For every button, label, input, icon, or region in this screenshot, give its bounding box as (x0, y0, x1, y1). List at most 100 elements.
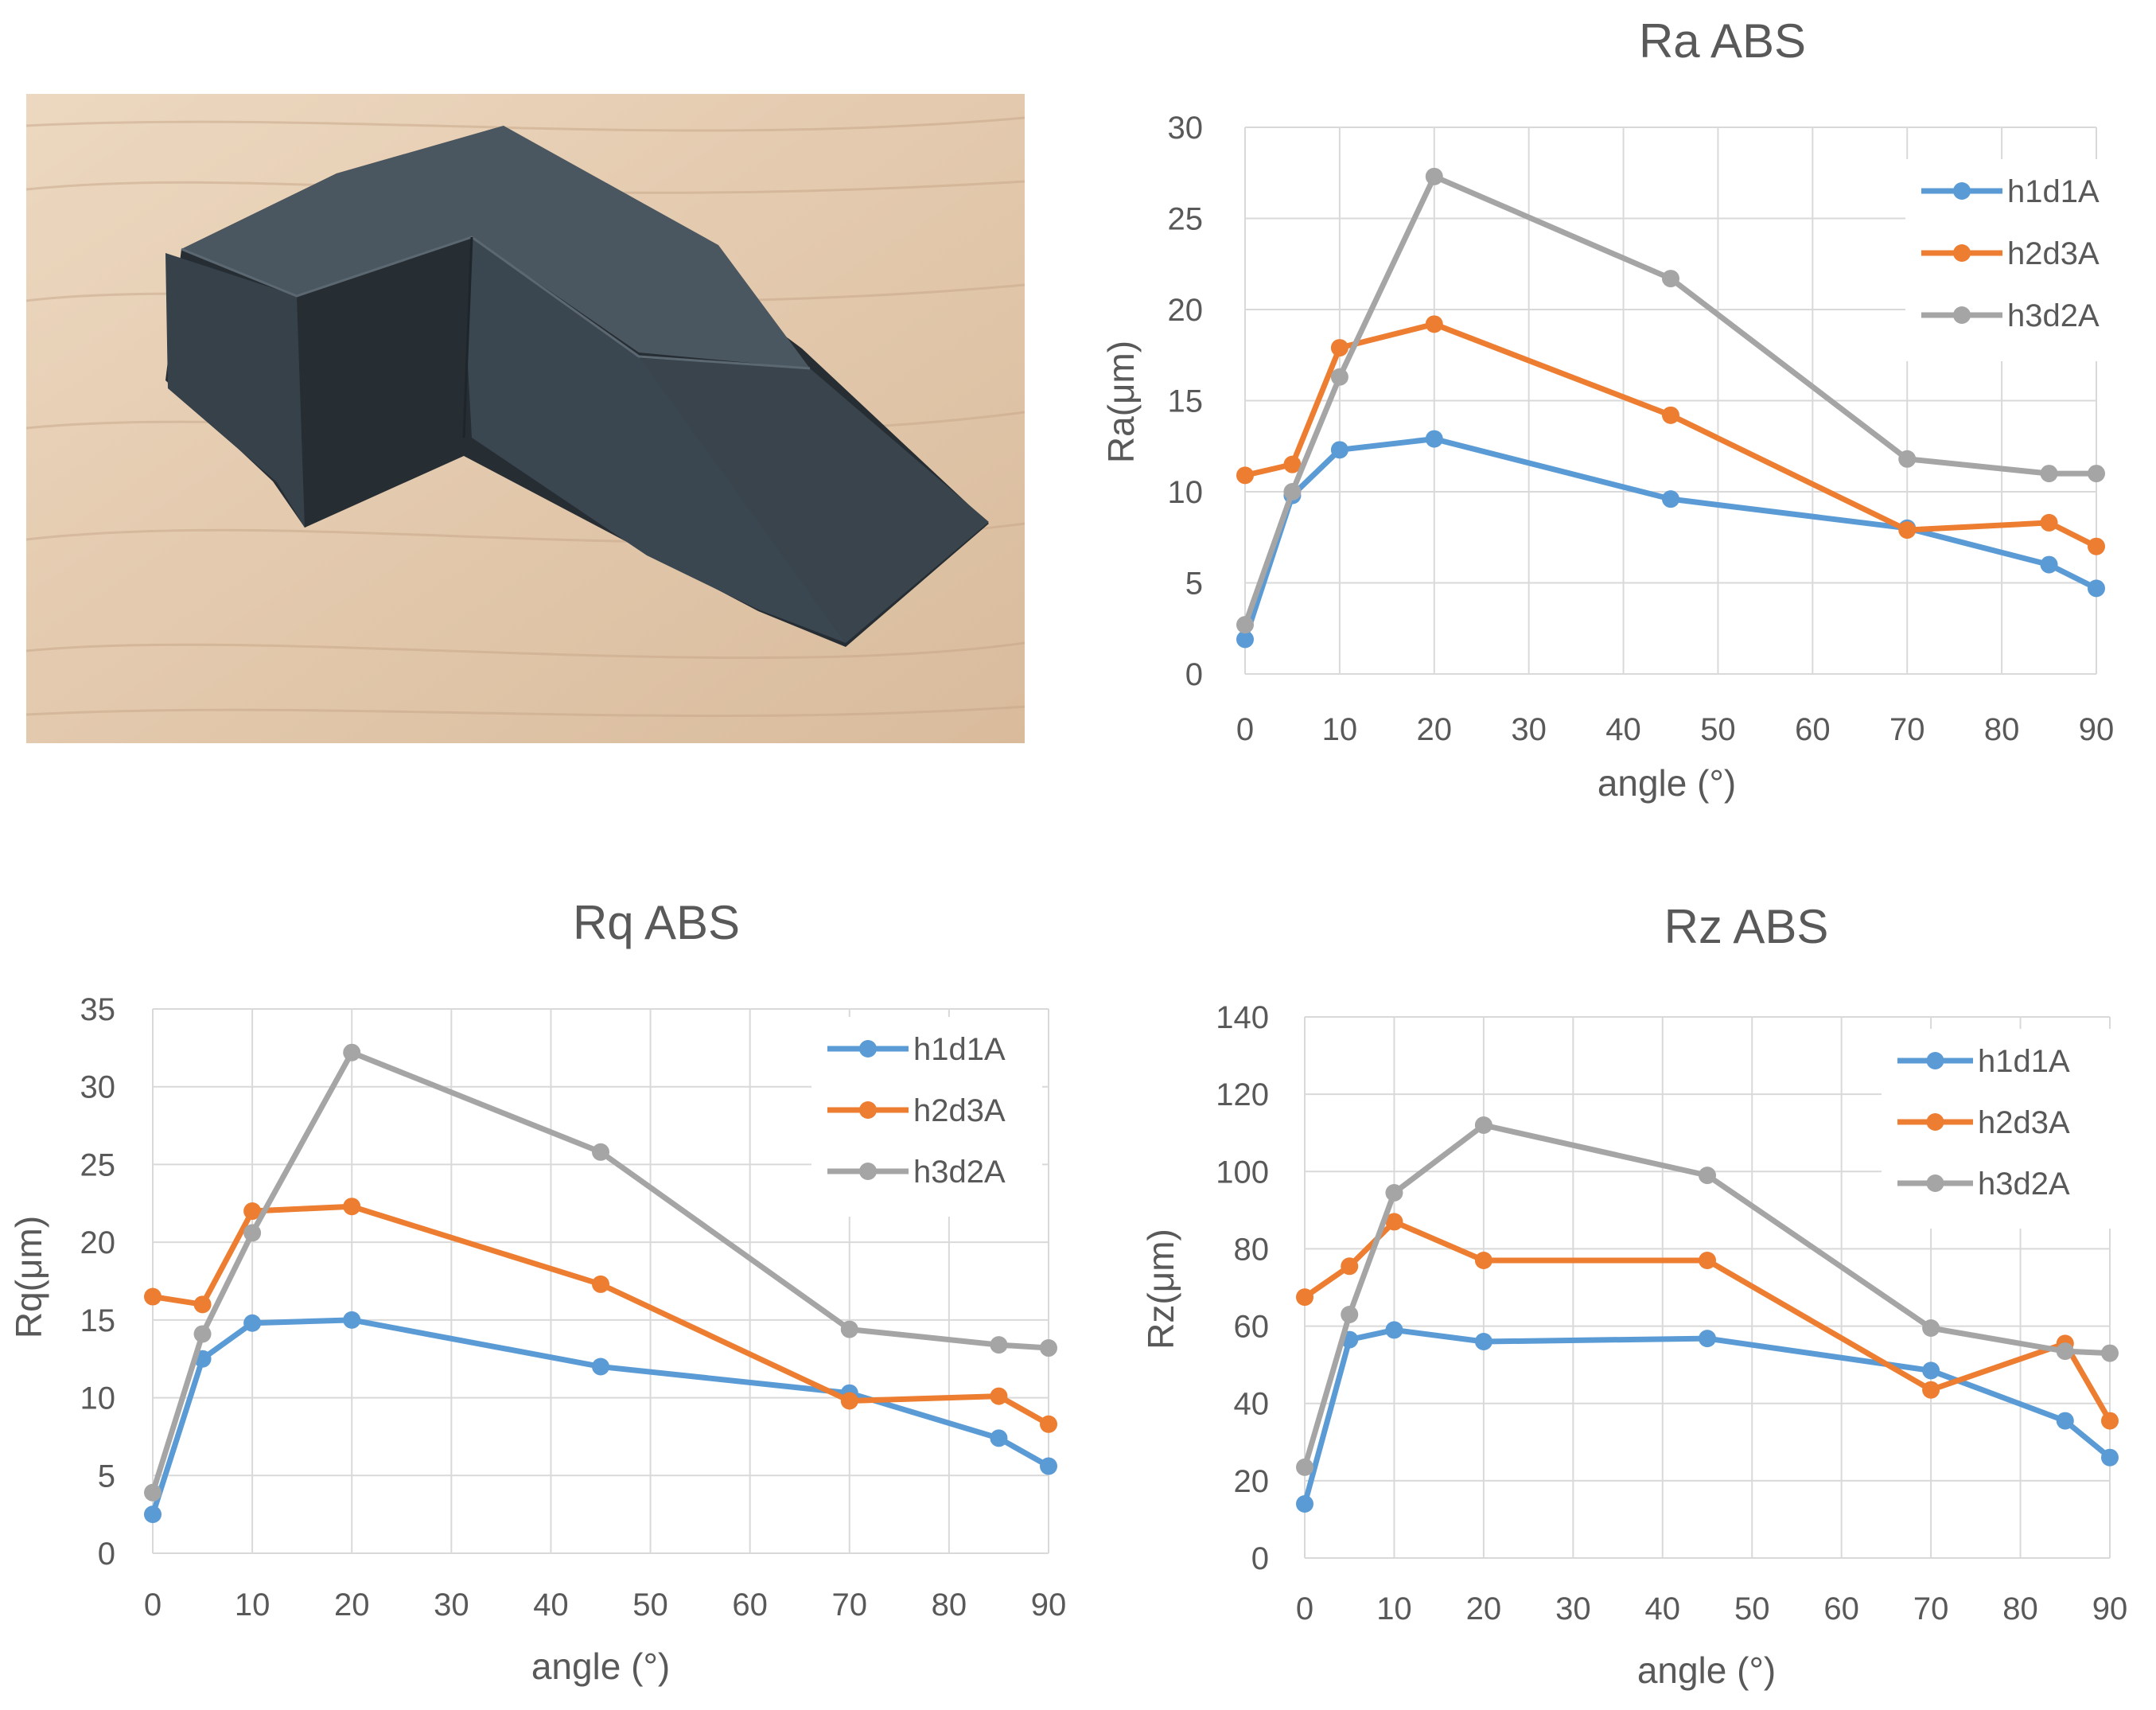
data-point (1385, 1213, 1403, 1231)
series-h3d2A (144, 1043, 1057, 1502)
legend-label: h2d3A (1978, 1105, 2070, 1140)
data-point (1898, 521, 1917, 539)
x-tick-label: 70 (832, 1587, 868, 1622)
data-point (144, 1483, 162, 1502)
data-point (1236, 466, 1254, 485)
data-point (2040, 513, 2058, 532)
data-point (2101, 1412, 2119, 1430)
chart-title: Rq ABS (573, 896, 740, 949)
data-point (1662, 270, 1679, 288)
series-line (1242, 173, 2096, 626)
y-tick-label: 25 (80, 1147, 116, 1182)
y-tick-label: 80 (1234, 1232, 1270, 1267)
series-h3d2A (1236, 167, 2105, 634)
data-point (2101, 1448, 2119, 1467)
data-point (1385, 1184, 1403, 1202)
x-tick-label: 30 (1511, 712, 1547, 747)
x-tick-label: 40 (1605, 712, 1641, 747)
x-tick-label: 20 (1417, 712, 1453, 747)
data-point (1283, 483, 1302, 501)
legend-marker (859, 1163, 877, 1180)
y-tick-label: 20 (80, 1225, 116, 1260)
legend-label: h3d2A (2007, 298, 2100, 333)
data-point (1236, 630, 1254, 649)
data-point (592, 1275, 609, 1293)
y-tick-label: 25 (1168, 202, 1204, 237)
data-point (2088, 537, 2105, 555)
data-point (1283, 455, 1302, 473)
legend-label: h1d1A (913, 1032, 1006, 1067)
data-point (1330, 441, 1348, 459)
data-point (1296, 1458, 1313, 1476)
x-tick-label: 60 (1823, 1591, 1859, 1626)
x-tick-label: 0 (1236, 712, 1254, 747)
series-h2d3A (1296, 1213, 2119, 1430)
x-axis-label: angle (°) (1598, 762, 1736, 804)
x-tick-label: 50 (1700, 712, 1736, 747)
y-tick-label: 0 (1251, 1541, 1269, 1576)
data-point (1341, 1306, 1359, 1323)
legend: h1d1A h2d3A h3d2A (811, 1017, 1042, 1217)
legend-label: h1d1A (1978, 1044, 2070, 1079)
series-h1d1A (144, 1311, 1057, 1524)
legend-marker (1926, 1052, 1944, 1069)
data-point (1898, 450, 1917, 468)
x-tick-label: 50 (632, 1587, 668, 1622)
data-point (1330, 368, 1348, 386)
y-tick-label: 35 (80, 992, 116, 1027)
data-point (1425, 167, 1443, 185)
x-tick-label: 90 (2079, 712, 2115, 747)
series-h3d2A (1296, 1116, 2119, 1476)
data-point (1330, 339, 1348, 357)
legend-marker (859, 1040, 877, 1058)
legend-marker (1953, 182, 1971, 200)
data-point (343, 1043, 361, 1061)
y-tick-label: 15 (80, 1303, 116, 1338)
x-tick-label: 40 (1645, 1591, 1681, 1626)
data-point (2088, 465, 2105, 483)
x-tick-label: 80 (2002, 1591, 2038, 1626)
legend-label: h1d1A (2007, 174, 2100, 209)
specimen-photo (26, 94, 1025, 743)
data-point (144, 1506, 162, 1524)
data-point (2056, 1412, 2074, 1430)
data-point (193, 1295, 212, 1314)
x-tick-label: 90 (2092, 1591, 2128, 1626)
data-point (243, 1314, 262, 1332)
y-axis-label: Rq(μm) (8, 1216, 49, 1338)
legend-marker (1926, 1174, 1944, 1192)
series-line (1242, 436, 2098, 641)
data-point (1922, 1381, 1940, 1399)
series-h1d1A (1236, 430, 2105, 649)
legend-marker (859, 1101, 877, 1119)
x-tick-label: 60 (732, 1587, 768, 1622)
x-axis-label: angle (°) (1637, 1650, 1776, 1691)
data-point (1040, 1415, 1057, 1433)
data-point (1341, 1257, 1359, 1276)
data-point (1922, 1319, 1940, 1337)
data-point (2088, 579, 2105, 598)
y-tick-label: 5 (98, 1459, 115, 1494)
x-axis-label: angle (°) (531, 1646, 670, 1687)
x-tick-label: 80 (1984, 712, 2020, 747)
series-line (150, 1317, 1050, 1516)
data-point (1425, 315, 1443, 333)
y-tick-label: 140 (1216, 1000, 1269, 1035)
legend: h1d1A h2d3A h3d2A (1905, 159, 2136, 361)
data-point (1922, 1361, 1940, 1380)
x-tick-label: 10 (1322, 712, 1358, 747)
y-tick-label: 10 (80, 1381, 116, 1416)
data-point (1425, 430, 1443, 448)
data-point (243, 1224, 262, 1242)
x-tick-label: 60 (1795, 712, 1831, 747)
chart-1: 0 5 10 15 20 25 30 35 0 10 20 30 40 50 60 70 80 90 Rq ABS a… (8, 896, 1066, 1687)
data-point (990, 1429, 1008, 1447)
data-point (840, 1392, 858, 1410)
series-line (1244, 321, 2098, 549)
data-point (243, 1202, 262, 1221)
data-point (1040, 1457, 1057, 1475)
data-point (1699, 1167, 1716, 1185)
data-point (990, 1387, 1008, 1405)
series-line (1302, 1326, 2112, 1505)
